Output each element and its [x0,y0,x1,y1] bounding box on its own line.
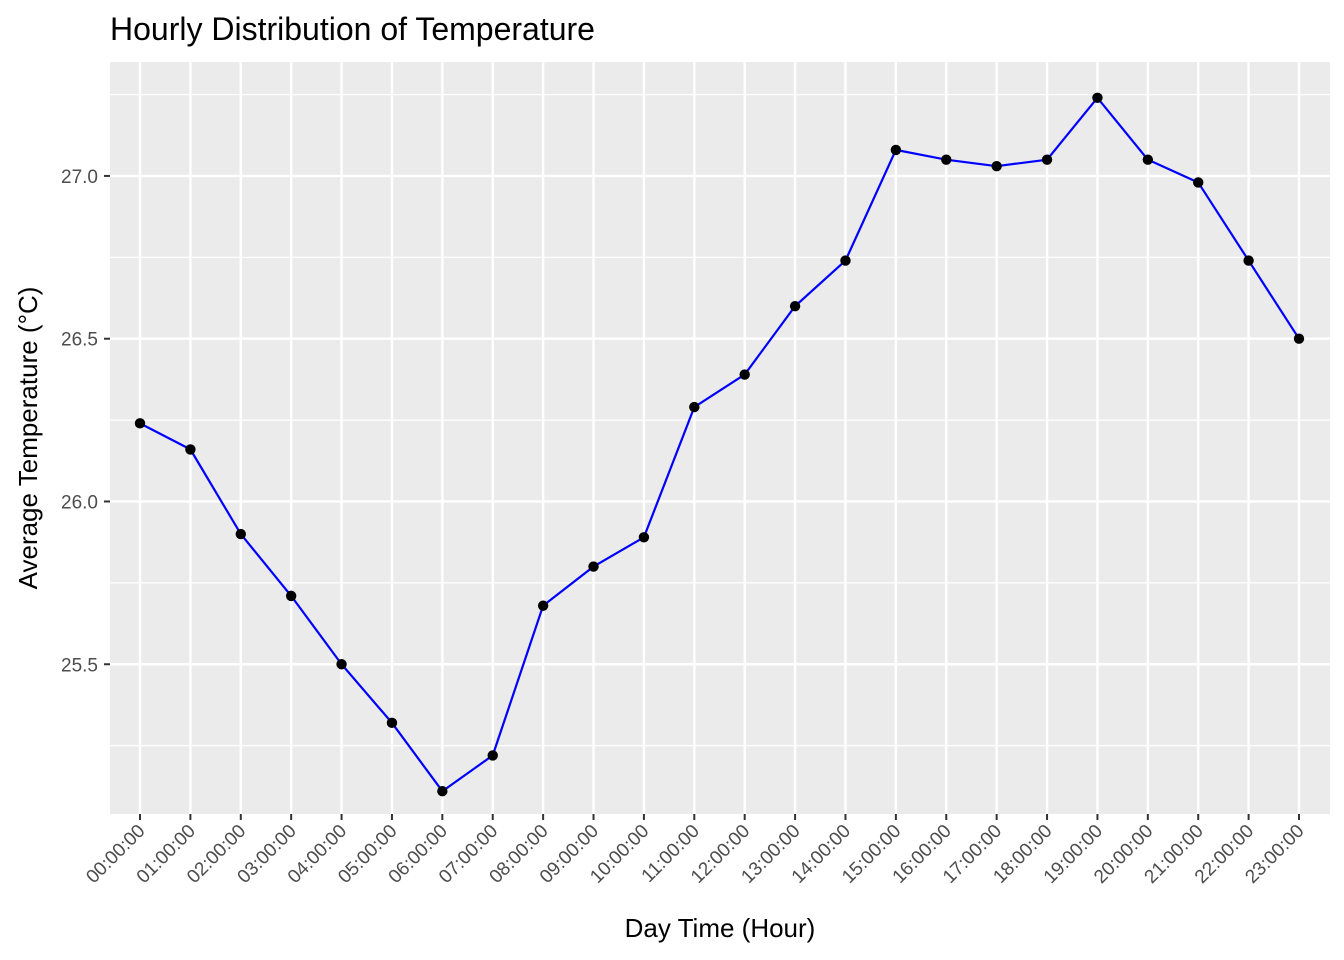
data-point [638,532,650,543]
data-point [537,600,549,611]
plot-panel [110,62,1330,814]
y-tick-label: 26.5 [61,330,98,351]
data-point [789,300,801,312]
data-point [285,590,297,602]
data-point [1243,255,1254,266]
data-point [336,659,347,670]
chart-title: Hourly Distribution of Temperature [110,11,595,47]
series-line [139,96,1300,793]
data-point [840,255,851,266]
data-point [134,418,146,429]
data-point [991,160,1002,172]
data-point [941,154,952,165]
data-point [890,144,902,156]
y-axis: 25.5 26.0 26.5 27.0 [61,167,110,676]
x-axis-title: Day Time (Hour) [625,913,816,943]
series-temperature [134,92,1305,797]
data-point [386,717,398,729]
y-axis-title: Average Temperature (°C) [13,287,43,590]
data-point [1193,177,1204,188]
data-point [185,444,196,455]
data-point [1041,154,1053,165]
data-point [689,401,700,413]
data-point [1142,154,1154,165]
y-tick-label: 27.0 [61,167,98,188]
y-tick-label: 26.0 [61,492,98,513]
grid-minor [110,93,1330,747]
data-point [487,750,498,761]
data-point [1293,333,1305,344]
data-point [437,786,448,797]
data-point [588,561,599,572]
y-tick-label: 25.5 [61,655,98,676]
data-point [1092,92,1103,104]
data-point [235,528,246,540]
x-axis: 00:00:0001:00:0002:00:0003:00:0004:00:00… [82,814,1309,888]
grid-major [110,62,1330,814]
data-point [739,369,750,380]
